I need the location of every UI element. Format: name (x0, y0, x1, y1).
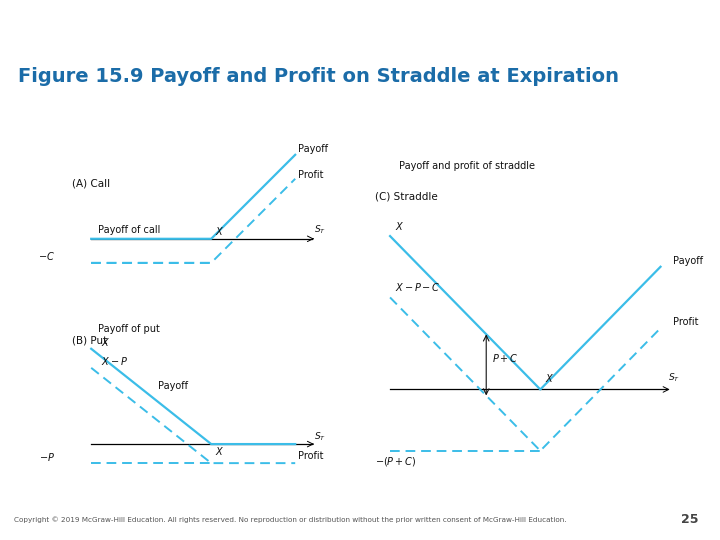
Text: Copyright © 2019 McGraw-Hill Education. All rights reserved. No reproduction or : Copyright © 2019 McGraw-Hill Education. … (14, 516, 567, 523)
Text: (C) Straddle: (C) Straddle (375, 191, 438, 201)
Text: $X$: $X$ (215, 445, 224, 457)
Text: Payoff of put: Payoff of put (99, 323, 161, 334)
Text: (A) Call: (A) Call (72, 178, 110, 188)
Text: $X$: $X$ (101, 336, 110, 348)
Text: $S_T$: $S_T$ (315, 224, 326, 237)
Text: $P + C$: $P + C$ (492, 352, 519, 364)
Text: Profit: Profit (297, 451, 323, 461)
Text: Payoff and profit of straddle: Payoff and profit of straddle (399, 160, 535, 171)
Text: $X-P-C$: $X-P-C$ (395, 281, 440, 293)
Text: $-(P+C)$: $-(P+C)$ (375, 455, 417, 468)
Text: (B) Put: (B) Put (72, 335, 107, 345)
Text: $S_T$: $S_T$ (668, 371, 680, 384)
Text: $X$: $X$ (545, 372, 554, 384)
Text: Payoff of call: Payoff of call (99, 225, 161, 235)
Text: Profit: Profit (672, 317, 698, 327)
Text: Figure 15.9 Payoff and Profit on Straddle at Expiration: Figure 15.9 Payoff and Profit on Straddl… (18, 68, 619, 86)
Text: $X$: $X$ (215, 225, 224, 237)
Text: Payoff: Payoff (297, 144, 328, 154)
Text: 25: 25 (681, 513, 698, 526)
Text: $X$: $X$ (395, 220, 404, 232)
Text: $S_T$: $S_T$ (315, 430, 326, 443)
Text: $X-P$: $X-P$ (101, 355, 127, 367)
Text: Payoff: Payoff (672, 256, 703, 266)
Text: Payoff: Payoff (158, 381, 189, 391)
Text: $-C$: $-C$ (38, 251, 55, 262)
Text: Profit: Profit (297, 170, 323, 180)
Text: $-P$: $-P$ (39, 451, 55, 463)
